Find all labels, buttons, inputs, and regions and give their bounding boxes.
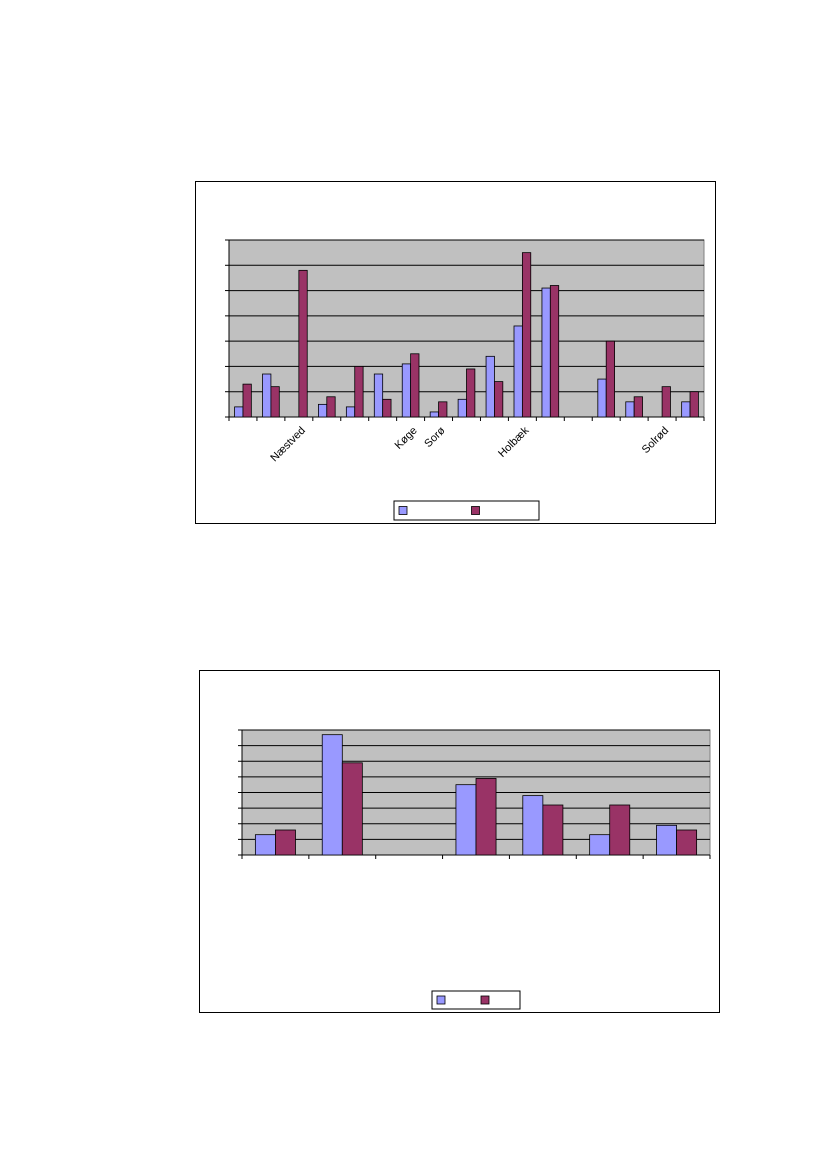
chart-2	[199, 670, 720, 1013]
bar	[681, 401, 691, 418]
x-tick-label: Holbæk	[496, 424, 532, 460]
legend-swatch	[436, 995, 446, 1005]
bar	[242, 383, 252, 418]
bar	[298, 269, 308, 418]
chart-1: Næstved Køge Sorø Holbæk Solrød	[195, 181, 716, 524]
bar	[401, 363, 412, 418]
bar	[605, 340, 615, 418]
bar	[275, 829, 296, 856]
x-tick-label: Sorø	[422, 424, 448, 450]
bar	[549, 285, 560, 418]
bar	[326, 396, 336, 418]
bar	[429, 411, 439, 418]
bar	[661, 386, 671, 418]
bar	[609, 804, 631, 856]
bar	[318, 403, 328, 418]
bar	[485, 355, 495, 418]
bar	[410, 353, 420, 418]
bar	[345, 406, 356, 418]
bar	[689, 391, 699, 418]
bar	[633, 396, 643, 418]
bar	[597, 378, 607, 418]
bar	[542, 804, 564, 856]
bar	[522, 795, 544, 856]
chart-1-svg: Næstved Køge Sorø Holbæk Solrød	[225, 239, 705, 521]
x-tick-label: Solrød	[640, 425, 671, 456]
bar	[455, 784, 477, 856]
x-tick-label: Køge	[393, 425, 420, 452]
legend-swatch	[480, 995, 490, 1005]
x-tick-label: Næstved	[268, 425, 308, 465]
bar	[475, 778, 497, 856]
bar	[656, 824, 677, 856]
bar	[513, 325, 523, 418]
legend	[393, 500, 540, 521]
bar	[438, 401, 448, 418]
legend-swatch	[471, 506, 480, 515]
legend-swatch	[398, 506, 408, 515]
bar	[494, 381, 504, 418]
chart-2-svg	[238, 729, 711, 1010]
bar	[373, 373, 384, 418]
bar	[625, 401, 635, 418]
bar	[321, 734, 343, 856]
bar	[341, 762, 363, 856]
legend	[431, 990, 521, 1010]
bar	[234, 406, 244, 418]
bar	[589, 834, 611, 856]
bar	[541, 287, 551, 418]
bar	[270, 386, 280, 418]
bar	[521, 252, 532, 418]
bar	[457, 398, 467, 418]
bar	[262, 373, 272, 418]
bar	[382, 398, 392, 418]
bar	[254, 834, 276, 856]
bar	[676, 829, 698, 856]
bar	[354, 366, 364, 418]
bar	[466, 368, 476, 418]
